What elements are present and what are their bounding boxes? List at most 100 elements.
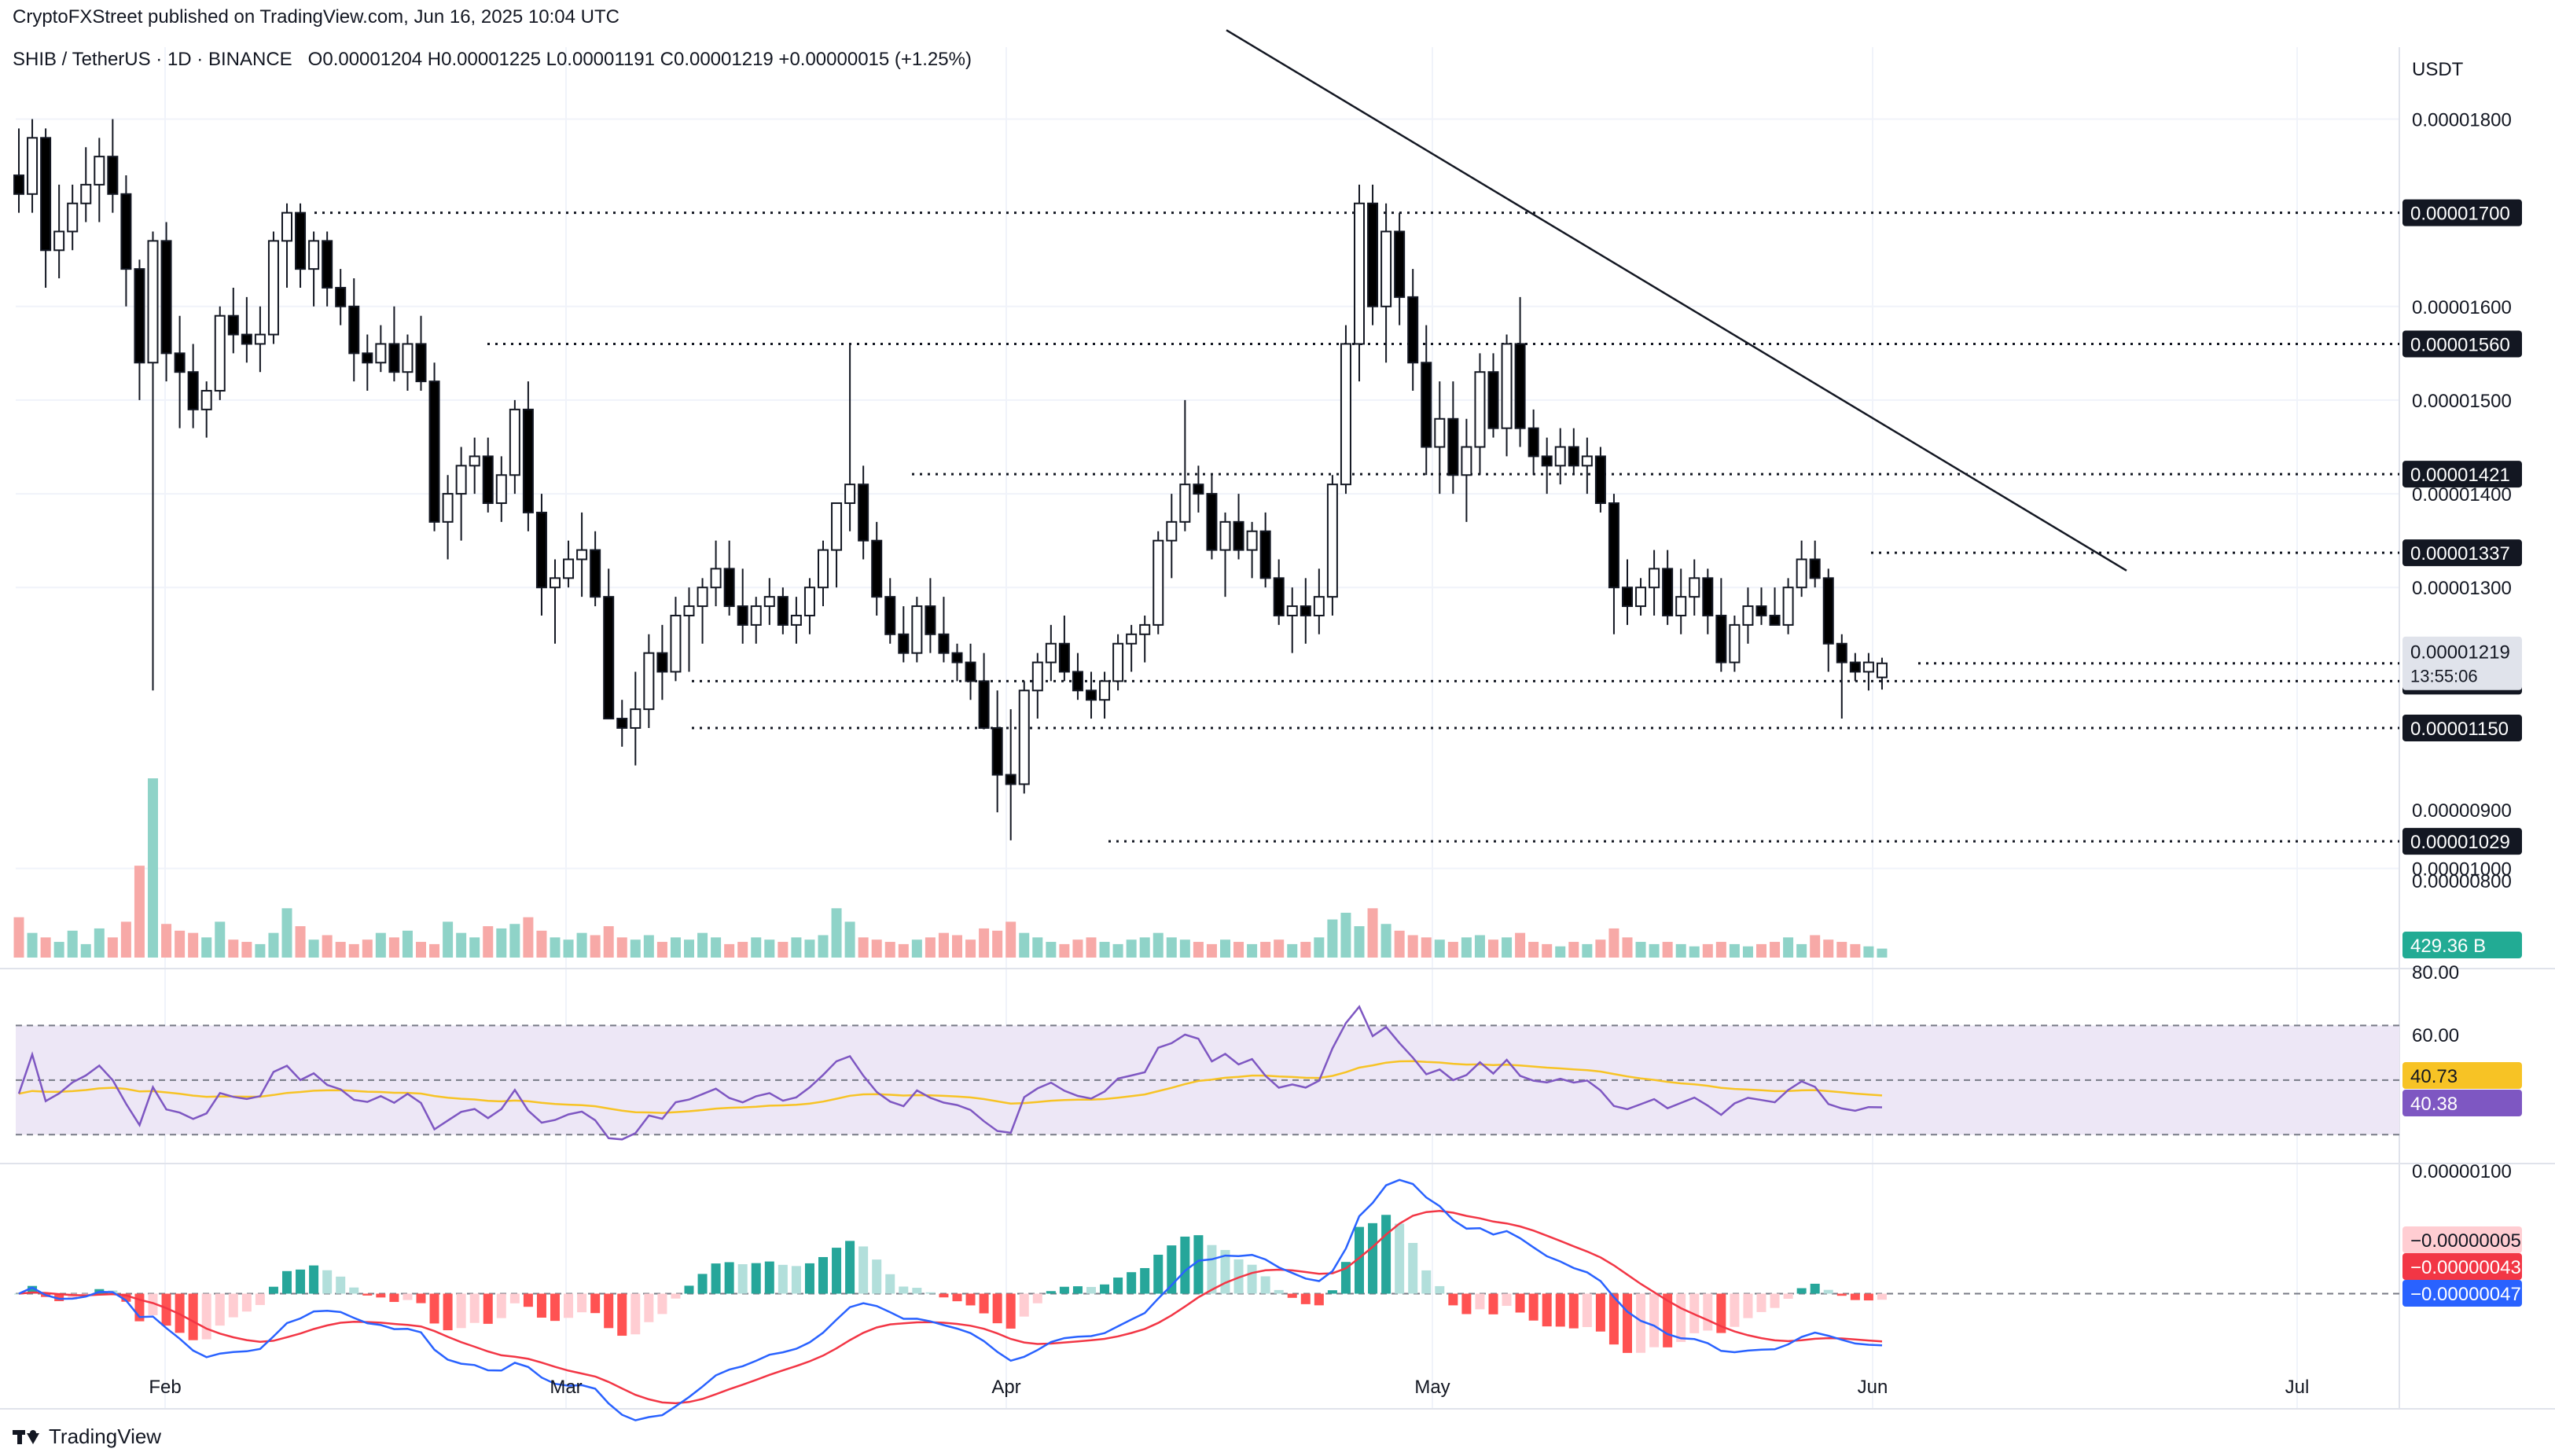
macd-hist-bar — [349, 1287, 359, 1294]
rsi-ma-label-bg — [2402, 1062, 2522, 1089]
candle-body — [1461, 446, 1472, 476]
candle-body — [803, 586, 815, 616]
volume-bar — [268, 932, 279, 958]
candle-body — [120, 193, 132, 270]
candle-body — [522, 408, 534, 513]
candle-body — [1474, 371, 1486, 448]
candle-body — [469, 455, 480, 467]
level-label-bg — [2402, 461, 2522, 488]
month-label: Jun — [1858, 1377, 1888, 1398]
volume-bar — [831, 908, 842, 958]
volume-bar — [1112, 943, 1123, 958]
volume-bar — [241, 942, 252, 958]
candle-body — [1447, 417, 1459, 476]
volume-bar — [1072, 939, 1083, 958]
volume-bar — [911, 939, 922, 958]
price-tick: 0.00001000 — [2412, 859, 2512, 881]
volume-bar — [335, 942, 346, 958]
candle-body — [938, 633, 950, 654]
macd-hist-bar — [161, 1293, 171, 1326]
symbol-legend[interactable]: SHIB / TetherUS · 1D · BINANCE O0.000012… — [13, 49, 972, 71]
candle-body — [1246, 530, 1258, 551]
price-tick: 0.00000900 — [2412, 800, 2512, 822]
candle-body — [402, 343, 414, 373]
candle-body — [535, 511, 547, 589]
candle-body — [94, 156, 105, 186]
macd-hist-bar — [14, 1293, 24, 1295]
volume-bar — [1608, 928, 1619, 958]
candle-body — [27, 137, 39, 195]
volume-bar — [1367, 908, 1378, 958]
macd-signal-label-bg — [2402, 1253, 2522, 1280]
price-tick: 0.00001800 — [2412, 109, 2512, 131]
volume-bar — [778, 942, 789, 958]
candle-body — [1193, 483, 1204, 495]
candle-body — [509, 408, 520, 476]
macd-hist-bar — [671, 1293, 681, 1299]
rsi-pane — [16, 1005, 2399, 1141]
volume-bar — [469, 937, 480, 958]
macd-hist-bar — [322, 1270, 333, 1294]
candle-body — [1568, 446, 1579, 467]
macd-hist-bar — [1863, 1293, 1873, 1301]
price-tick: 0.00001500 — [2412, 391, 2512, 412]
volume-bar — [684, 939, 694, 958]
volume-bar — [1542, 943, 1553, 958]
volume-bar — [804, 939, 815, 958]
candle-body — [308, 240, 320, 270]
candle-body — [911, 605, 923, 654]
candle-body — [1822, 577, 1834, 645]
macd-hist-bar — [684, 1285, 694, 1294]
volume-bar — [496, 928, 507, 958]
volume-bar — [1019, 932, 1030, 958]
macd-hist-bar — [577, 1293, 587, 1313]
candle-body — [1380, 230, 1392, 307]
candle-body — [107, 156, 119, 195]
volume-bar — [1488, 939, 1498, 958]
volume-bar — [952, 935, 962, 958]
candle-body — [375, 343, 387, 364]
candle-body — [603, 596, 615, 720]
macd-hist-bar — [1327, 1290, 1337, 1294]
axis-price-labels: 0.00001700 0.00001560 0.00001421 0.00001337… — [2402, 199, 2522, 1307]
volume-bars — [13, 778, 1888, 958]
macd-hist-bar — [309, 1265, 319, 1294]
level-label: 0.00001700 — [2410, 204, 2510, 225]
volume-bar — [228, 939, 239, 958]
volume-bar — [1340, 913, 1351, 958]
candle-body — [147, 240, 159, 364]
candle-body — [241, 333, 252, 345]
volume-bar — [1836, 942, 1847, 958]
macd-hist-bar — [1260, 1276, 1270, 1294]
macd-hist-bar — [804, 1263, 814, 1294]
macd-hist-bar — [1475, 1293, 1485, 1310]
volume-bar — [1287, 943, 1298, 958]
macd-hist-bar — [1568, 1293, 1579, 1329]
volume-bar — [416, 942, 426, 958]
volume-bar — [40, 937, 51, 958]
macd-hist-bar — [54, 1293, 64, 1302]
candle-body — [978, 680, 990, 729]
candle-body — [1166, 520, 1178, 542]
descending-trendline[interactable] — [1226, 29, 2127, 572]
candle-body — [750, 605, 762, 626]
tradingview-brand[interactable]: TradingView — [13, 1425, 161, 1449]
macd-hist-bar — [1623, 1293, 1632, 1353]
candle-body — [254, 333, 266, 345]
macd-hist-bar — [764, 1261, 774, 1294]
candle-body — [1836, 642, 1847, 664]
price-axis[interactable]: USDT 0.00001800 0.00001600 0.00001500 0.0000… — [2412, 59, 2512, 1182]
volume-bar — [764, 939, 775, 958]
volume-bar — [1582, 943, 1593, 958]
volume-bar — [1474, 935, 1485, 958]
volume-bar — [348, 943, 359, 958]
volume-bar — [402, 930, 413, 958]
macd-hist-bar — [1542, 1293, 1552, 1327]
macd-hist-bar — [509, 1293, 520, 1303]
volume-bar — [791, 937, 802, 958]
macd-hist-bar — [1448, 1293, 1458, 1306]
candle-body — [160, 240, 172, 355]
volume-bar — [1046, 942, 1057, 958]
volume-bar — [1380, 924, 1391, 958]
